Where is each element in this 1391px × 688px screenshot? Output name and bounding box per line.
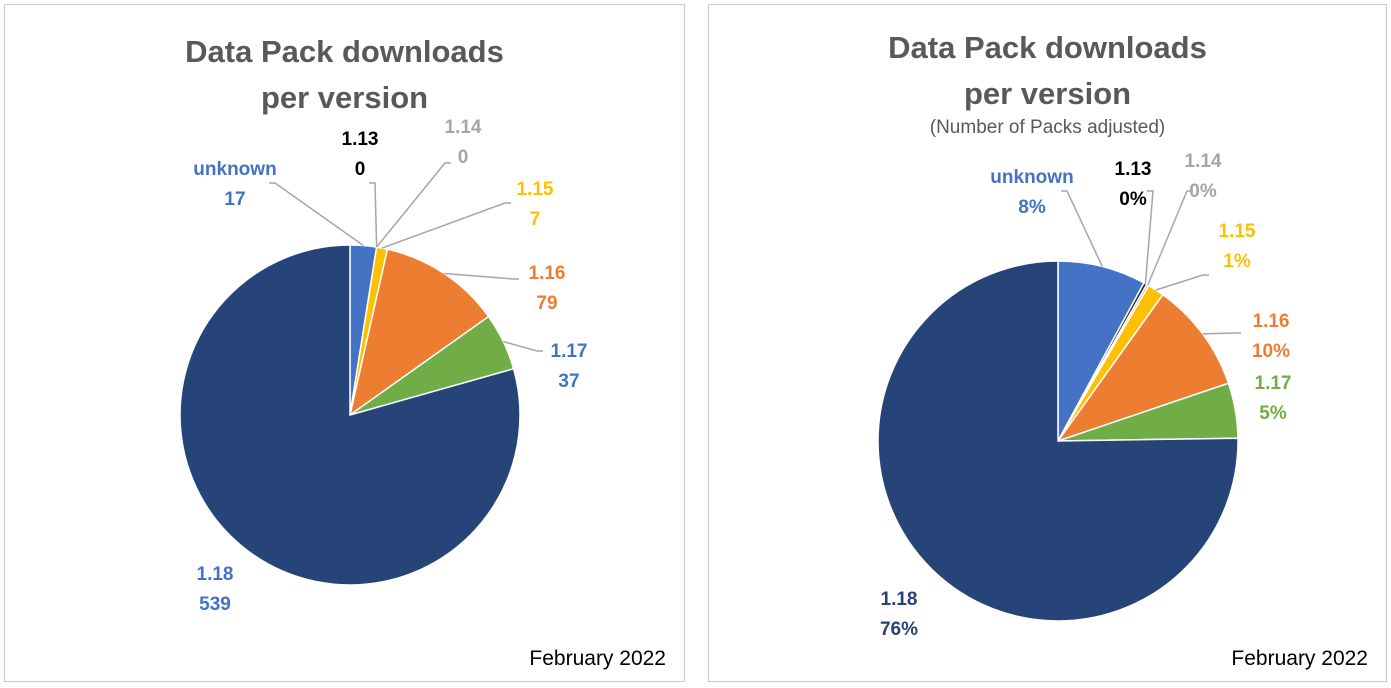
slice-label-1-16: 1.16 [529,263,566,284]
slice-value-1-16: 10% [1252,341,1290,362]
chart-panel-left: Data Pack downloads per version unknown 1… [4,4,685,682]
leader-line-1-13 [1144,190,1154,284]
pie-slice-1-16 [1056,293,1230,443]
leader-line-1-14 [376,162,451,248]
chart-footer-date: February 2022 [1231,647,1368,670]
leader-line-unknown [269,182,364,247]
chart-footer-date: February 2022 [529,647,666,670]
slice-label-1-13: 1.13 [342,129,379,150]
slice-value-1-15: 7 [530,209,541,230]
pie-slice-1-18 [179,244,521,586]
leader-line-1-17 [503,340,543,352]
leader-line-1-16 [444,272,519,280]
slice-label-1-16: 1.16 [1253,311,1290,332]
leader-line-1-15 [381,202,511,249]
slice-value-unknown: 17 [224,189,245,210]
slice-value-unknown: 8% [1018,197,1046,218]
slice-label-1-17: 1.17 [1255,373,1292,394]
slice-value-1-18: 76% [880,619,918,640]
chart-title: Data Pack downloads per version [5,29,684,121]
leader-line-1-14 [1147,190,1193,286]
leader-line-unknown [1061,190,1104,267]
slice-label-unknown: unknown [990,167,1073,188]
slice-label-1-14: 1.14 [445,117,482,138]
chart-title-line-2: per version [963,76,1132,111]
pie-slice-1-16 [348,248,490,417]
chart-title-line-1: Data Pack downloads [888,30,1207,65]
slice-value-1-17: 5% [1259,403,1287,424]
chart-subtitle: (Number of Packs adjusted) [929,117,1166,138]
pie-slice-1-18 [877,260,1239,622]
slice-value-1-13: 0 [355,159,366,180]
slice-value-1-17: 37 [558,371,579,392]
slice-value-1-16: 79 [536,293,557,314]
slice-label-1-18: 1.18 [197,564,234,585]
slice-value-1-14: 0% [1189,181,1217,202]
slice-label-1-15: 1.15 [1219,221,1256,242]
leader-line-1-16 [1202,332,1241,335]
chart-panel-right: Data Pack downloads per version (Number … [708,4,1387,682]
slice-label-1-13: 1.13 [1115,159,1152,180]
chart-title: Data Pack downloads per version [709,25,1386,117]
slice-label-1-15: 1.15 [517,179,554,200]
slice-value-1-13: 0% [1119,189,1147,210]
slice-label-1-18: 1.18 [881,589,918,610]
slice-value-1-15: 1% [1223,251,1251,272]
pie-slice-unknown [1057,260,1145,442]
slice-label-1-14: 1.14 [1185,151,1222,172]
leader-line-1-15 [1155,274,1209,291]
slice-label-unknown: unknown [193,159,276,180]
leader-line-1-13 [369,182,378,248]
slice-value-1-18: 539 [199,594,231,615]
pie-chart-left: unknown 17 1.13 0 1.14 0 1.15 7 1.16 79 1.17 37 1.18… [179,117,588,615]
chart-title-line-1: Data Pack downloads [185,34,504,69]
slice-label-1-17: 1.17 [551,341,588,362]
slice-value-1-14: 0 [458,147,469,168]
chart-title-line-2: per version [260,80,429,115]
pie-chart-right: unknown8%1.130%1.140%1.151%1.1610%1.175%… [877,151,1292,640]
